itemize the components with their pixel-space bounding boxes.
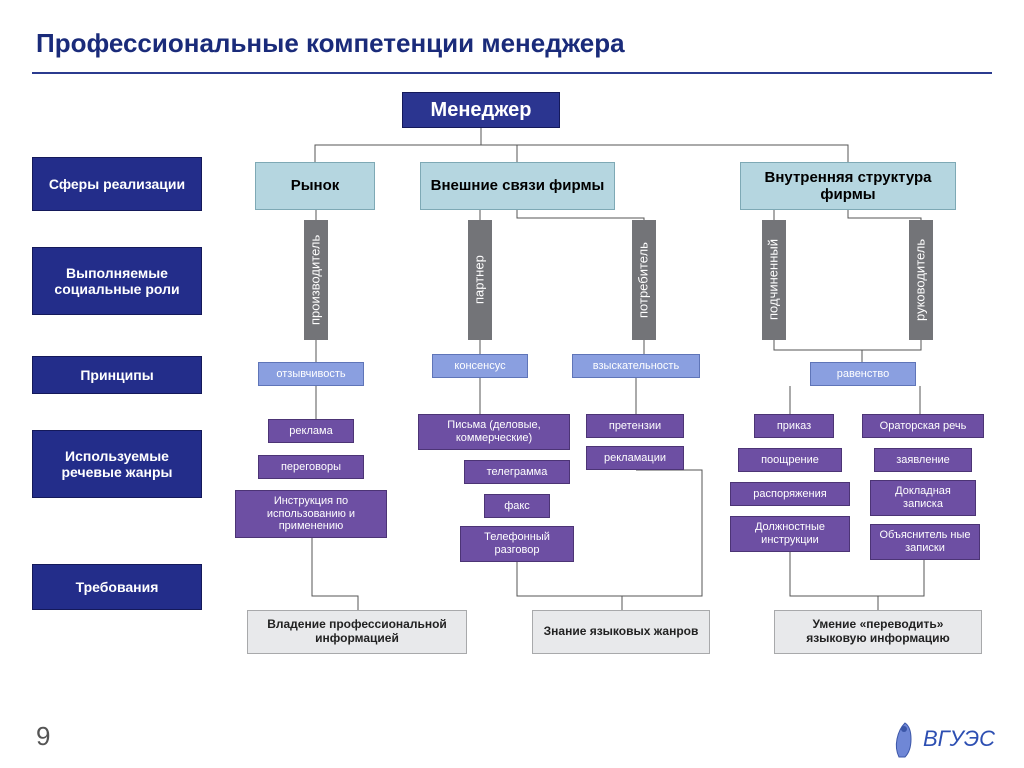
connector-2: [481, 128, 848, 162]
root-node-0: Менеджер: [402, 92, 560, 128]
genre-node-2: Инструкция по использованию и применению: [235, 490, 387, 538]
principle-node-2: взыскательность: [572, 354, 700, 378]
connector-22: [878, 560, 924, 596]
genre-node-14: заявление: [874, 448, 972, 472]
side-label-2: Принципы: [32, 356, 202, 394]
role-node-4: руководитель: [909, 220, 933, 340]
role-node-3: подчиненный: [762, 220, 786, 340]
connector-12: [862, 340, 921, 350]
connector-21: [790, 552, 878, 610]
principle-node-3: равенство: [810, 362, 916, 386]
principle-node-1: консенсус: [432, 354, 528, 378]
genre-node-8: Телефонный разговор: [460, 526, 574, 562]
requirement-node-0: Владение профессиональной информацией: [247, 610, 467, 654]
sphere-node-0: Рынок: [255, 162, 375, 210]
page-number: 9: [36, 721, 50, 752]
genre-node-7: факс: [484, 494, 550, 518]
connector-5: [517, 210, 644, 220]
logo-text: ВГУЭС: [923, 726, 995, 752]
genre-node-13: Ораторская речь: [862, 414, 984, 438]
genre-node-9: приказ: [754, 414, 834, 438]
role-node-2: потребитель: [632, 220, 656, 340]
genre-node-6: телеграмма: [464, 460, 570, 484]
connector-20: [622, 470, 702, 596]
logo-icon: [889, 719, 919, 759]
connector-11: [774, 340, 862, 362]
side-label-1: Выполняемые социальные роли: [32, 247, 202, 315]
genre-node-12: Должностные инструкции: [730, 516, 850, 552]
sphere-node-1: Внешние связи фирмы: [420, 162, 615, 210]
connector-7: [848, 210, 921, 220]
genre-node-0: реклама: [268, 419, 354, 443]
principle-node-0: отзывчивость: [258, 362, 364, 386]
genre-node-11: распоряжения: [730, 482, 850, 506]
role-node-1: партнер: [468, 220, 492, 340]
role-node-0: производитель: [304, 220, 328, 340]
genre-node-4: претензии: [586, 414, 684, 438]
genre-node-3: Письма (деловые, коммерческие): [418, 414, 570, 450]
genre-node-15: Докладная записка: [870, 480, 976, 516]
connector-1: [481, 128, 517, 162]
genre-node-10: поощрение: [738, 448, 842, 472]
side-label-0: Сферы реализации: [32, 157, 202, 211]
title-underline: [32, 72, 992, 74]
logo: ВГУЭС: [882, 716, 1002, 762]
connector-19: [517, 562, 622, 610]
page-title: Профессиональные компетенции менеджера: [36, 28, 625, 59]
genre-node-5: рекламации: [586, 446, 684, 470]
requirement-node-1: Знание языковых жанров: [532, 610, 710, 654]
side-label-4: Требования: [32, 564, 202, 610]
requirement-node-2: Умение «переводить» языковую информацию: [774, 610, 982, 654]
connector-18: [312, 538, 358, 610]
genre-node-1: переговоры: [258, 455, 364, 479]
sphere-node-2: Внутренняя структура фирмы: [740, 162, 956, 210]
connector-0: [315, 128, 481, 162]
genre-node-16: Объяснитель ные записки: [870, 524, 980, 560]
side-label-3: Используемые речевые жанры: [32, 430, 202, 498]
